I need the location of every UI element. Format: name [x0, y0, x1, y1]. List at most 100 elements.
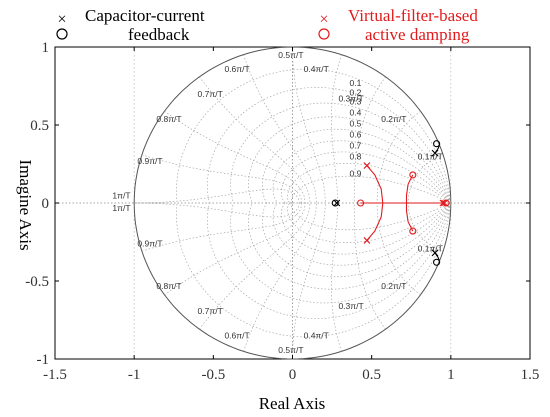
zeta-label: 0.2: [350, 87, 362, 97]
legend-black-line1: Capacitor-current: [85, 6, 205, 25]
wn-label-lower: 0.2π/T: [381, 281, 406, 291]
wn-curve: [376, 111, 421, 204]
wn-label-lower: 0.8π/T: [156, 281, 181, 291]
zeta-label: 0.8: [350, 151, 362, 161]
pole-marker: [333, 199, 341, 207]
pole-marker: [431, 249, 439, 257]
zeta-label: 0.3: [350, 97, 362, 107]
zero-marker: [331, 199, 339, 207]
pole-marker: [441, 199, 448, 207]
wn-label-lower: 0.6π/T: [224, 331, 249, 341]
wn-curve: [141, 202, 303, 252]
y-tick-label: 0.5: [30, 118, 49, 134]
wn-label-lower: 0.9π/T: [137, 239, 162, 249]
damping-curve: [176, 202, 452, 338]
pole-stroke: [363, 237, 371, 244]
zeta-label: 0.4: [350, 108, 362, 118]
y-tick-label: -1: [37, 352, 50, 368]
tick-layer: -1.5 -1 -0.5 0 0.5 1 1.5-1-0.500.51: [25, 40, 539, 383]
zeta-label: 0.6: [350, 129, 362, 139]
legend-circle-red-icon: [318, 28, 330, 40]
x-tick-label: 0.5: [362, 367, 381, 383]
damping-curve: [281, 151, 452, 204]
legend: × Capacitor-current feedback × Virtual-f…: [56, 6, 478, 44]
wn-curve: [243, 202, 317, 352]
damping-curve: [262, 202, 452, 278]
x-tick-label: -0.5: [201, 367, 225, 383]
wn-label-upper: 0.5π/T: [278, 50, 303, 60]
pole-stroke: [441, 199, 448, 207]
y-tick-label: 0: [42, 196, 50, 212]
damping-curve: [272, 140, 452, 204]
damping-curve: [291, 202, 451, 231]
pole-marker: [363, 237, 371, 244]
zero-marker: [433, 258, 441, 266]
y-tick-label: -0.5: [25, 274, 49, 290]
damping-curve: [272, 202, 452, 266]
marker-layer: [331, 140, 450, 266]
wn-curve: [164, 111, 306, 204]
wn-label-lower: 0.7π/T: [198, 306, 223, 316]
x-tick-label: -1.5: [43, 367, 67, 383]
pole-stroke: [363, 162, 371, 169]
pole-stroke: [431, 149, 439, 157]
zeta-label: 0.9: [350, 168, 362, 178]
wn-curve: [407, 202, 444, 252]
zero-marker: [433, 140, 441, 148]
damping-curve: [230, 102, 452, 204]
wn-curve: [164, 202, 306, 295]
pole-stroke: [431, 249, 439, 257]
wn-label-upper: 0.9π/T: [137, 156, 162, 166]
x-tick-label: 1.5: [521, 367, 540, 383]
legend-circle-black-icon: [56, 28, 68, 40]
zero-marker: [409, 227, 417, 235]
wn-label-upper: 0.1π/T: [418, 151, 443, 161]
wn-label-lower: 0.5π/T: [278, 345, 303, 355]
wn-label-upper: 0.7π/T: [198, 89, 223, 99]
wn-curve: [292, 47, 326, 204]
wn-label-lower: 1π/T: [112, 203, 130, 213]
wn-label-lower: 0.4π/T: [304, 331, 329, 341]
wn-curve: [376, 202, 421, 295]
x-tick-label: -1: [128, 367, 141, 383]
legend-black-line2: feedback: [128, 25, 190, 44]
zero-marker: [442, 199, 450, 207]
damping-curve: [230, 202, 452, 304]
damping-curve: [262, 128, 452, 204]
wn-label-upper: 0.8π/T: [156, 114, 181, 124]
wn-label-upper: 1π/T: [112, 190, 130, 200]
zero-marker: [357, 199, 365, 207]
damping-curve: [291, 175, 451, 204]
pole-marker: [431, 149, 439, 157]
wn-curve: [134, 202, 300, 218]
wn-curve: [134, 188, 300, 204]
y-tick-label: 1: [42, 40, 50, 56]
legend-cross-red-icon: ×: [319, 11, 328, 28]
damping-curve: [281, 202, 452, 255]
zeta-label: 0.7: [350, 140, 362, 150]
x-axis-label: Real Axis: [259, 394, 326, 413]
wn-curve: [243, 54, 317, 204]
legend-red-line2: active damping: [365, 25, 470, 44]
x-tick-label: 0: [289, 367, 297, 383]
zero-marker: [409, 171, 417, 179]
wn-label-lower: 0.3π/T: [338, 301, 363, 311]
y-axis-label: Imagine Axis: [16, 159, 35, 250]
damping-curve: [176, 68, 452, 204]
legend-cross-black-icon: ×: [57, 11, 66, 28]
legend-red-line1: Virtual-filter-based: [348, 6, 478, 25]
wn-label-upper: 0.2π/T: [381, 114, 406, 124]
wn-label-lower: 0.1π/T: [418, 243, 443, 253]
zeta-label: 0.5: [350, 119, 362, 129]
x-tick-label: 1: [447, 367, 455, 383]
wn-label-upper: 0.6π/T: [224, 64, 249, 74]
grid-layer: 0.10.20.30.40.50.60.70.8 0.9 0.1π/T 0.2π/T 0…: [55, 46, 530, 360]
wn-curve: [141, 154, 303, 204]
wn-label-upper: 0.3π/T: [338, 94, 363, 104]
pole-marker: [363, 162, 371, 169]
wn-curve: [407, 154, 444, 204]
wn-label-upper: 0.4π/T: [304, 64, 329, 74]
zeta-label: 0.1: [350, 78, 362, 88]
wn-curve: [292, 202, 326, 359]
